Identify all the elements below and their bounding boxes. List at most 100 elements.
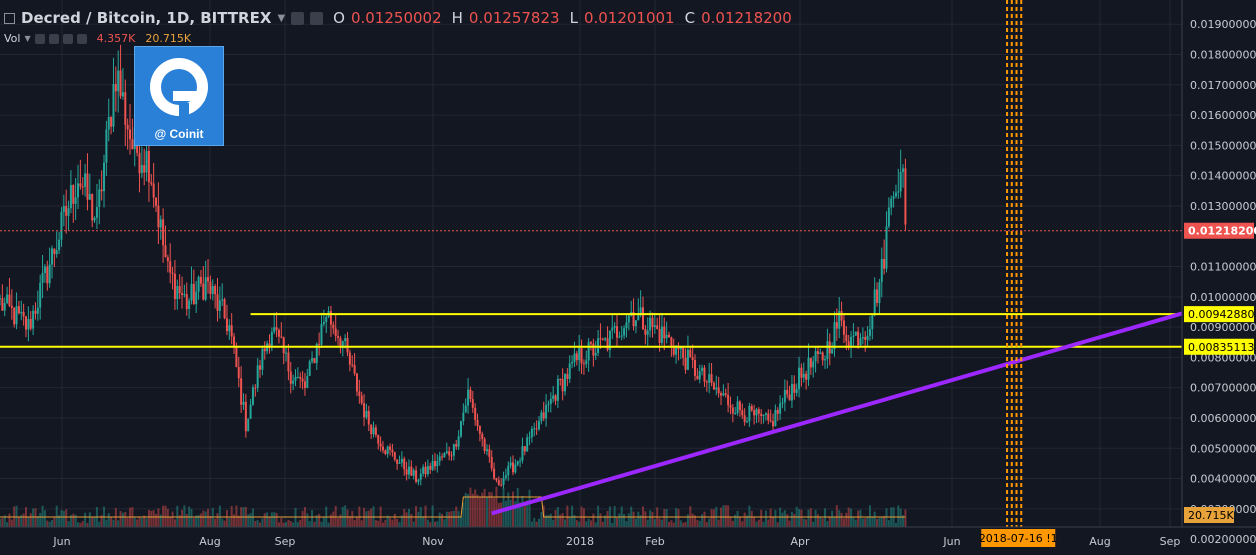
support-badge [1184,306,1254,323]
candle-body [396,459,399,464]
low-label: L [569,9,578,27]
volume-bar [708,518,711,527]
price-tick: 0.00500000 [1190,442,1256,455]
candle-body [292,380,295,384]
volume-bar [346,509,349,527]
candle-body [511,462,514,473]
open-label: O [333,9,345,27]
candle-body [126,124,129,130]
current-price-label: 0.01218200 [1188,225,1256,238]
candle-body [890,198,893,208]
candle-body [424,466,427,475]
collapse-icon[interactable] [4,12,15,24]
volume-bar [190,508,193,527]
volume-bar [644,511,647,527]
volume-bar [767,519,770,527]
candle-body [613,326,616,328]
volume-bar [424,505,427,527]
volume-bar [117,520,120,527]
symbol-title[interactable]: Decred / Bitcoin, 1D, BITTREX [21,9,272,27]
volume-bar [398,522,401,527]
candle-body [159,219,162,228]
candle-body [398,462,401,464]
volume-bar [263,513,266,527]
chevron-down-icon[interactable]: ▼ [24,34,31,43]
settings-icon[interactable] [310,11,324,25]
volume-bar [159,514,162,527]
candle-body [580,348,583,364]
volume-bar [710,509,713,527]
volume-bar [793,513,796,527]
candle-body [17,306,20,314]
price-tick: 0.01500000 [1190,139,1256,152]
volume-bar [819,517,822,527]
candle-body [355,373,358,392]
candle-body [521,446,524,461]
volume-bar [703,511,706,527]
candle-body [783,389,786,403]
candle-body [242,401,245,405]
candle-body [696,375,699,380]
candle-body [46,266,49,284]
candle-body [831,349,834,354]
more-icon[interactable] [76,33,87,44]
candle-body [445,451,448,454]
candle-body [114,84,117,92]
volume-bar [490,492,493,527]
volume-bar [436,521,439,527]
volume-bar [582,508,585,527]
candle-body [533,428,536,430]
volume-bar [107,513,110,527]
close-icon[interactable] [62,33,73,44]
candle-body [670,337,673,347]
volume-bar [639,515,642,527]
candle-body [374,427,377,435]
volume-bar [438,512,441,527]
volume-bar [840,512,843,527]
volume-bar [275,512,278,527]
volume-bar [58,515,61,527]
candle-body [594,352,597,356]
volume-bar [287,519,290,527]
chevron-down-icon[interactable]: ▼ [277,12,286,24]
volume-bar [871,516,874,527]
candle-body [835,322,838,329]
price-tick: 0.00700000 [1190,382,1256,395]
volume-bar [6,522,9,527]
volume-bar [386,515,389,527]
candle-body [578,348,581,361]
volume-bar [0,518,1,527]
candle-body [171,272,174,274]
time-tick: Aug [199,535,220,548]
candle-body [299,376,302,379]
date-marker-label: 2018-07-16 !1 [979,532,1058,545]
candle-body [452,444,455,456]
volume-bar [585,521,588,527]
volume-bar [124,511,127,527]
candle-body [195,291,198,305]
settings-icon[interactable] [48,33,59,44]
candle-body [845,334,848,342]
volume-bar [599,513,602,527]
volume-bar [828,517,831,527]
current-price-badge [1184,222,1254,239]
volume-bar [225,510,228,527]
candle-body [672,346,675,355]
volume-label[interactable]: Vol [4,32,21,45]
volume-bar [67,521,70,527]
volume-bar [391,519,394,527]
candle-body [289,371,292,384]
grid [0,0,1182,540]
candle-body [679,346,682,350]
volume-bar [157,508,160,527]
candle-body [91,194,94,221]
volume-bar [559,514,562,527]
candle-body [121,92,124,97]
candle-body [285,352,288,354]
volume-bar [798,509,801,527]
eye-icon[interactable] [34,33,45,44]
eye-icon[interactable] [291,11,305,25]
candle-body [211,286,214,294]
candle-body [840,310,843,321]
